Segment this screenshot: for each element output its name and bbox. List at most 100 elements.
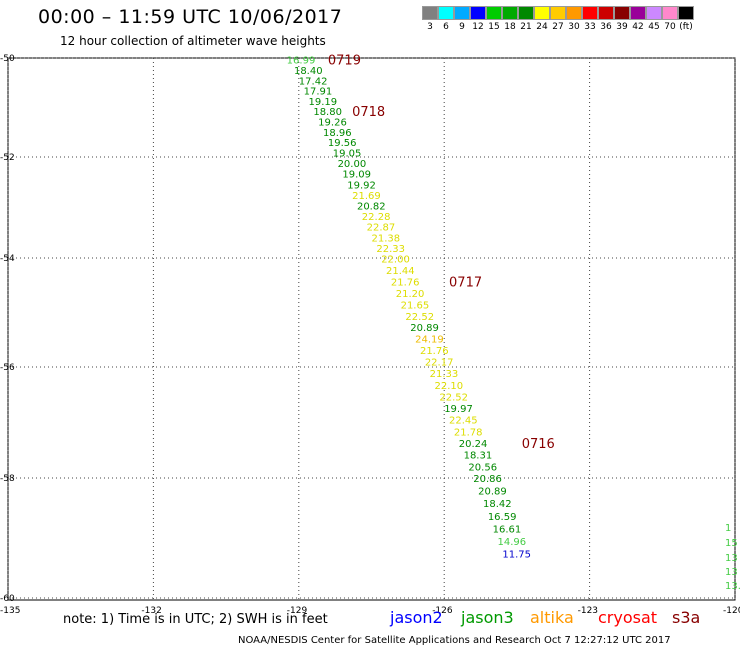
x-tick-label: -123 xyxy=(578,606,598,616)
wave-height-label: 22.17 xyxy=(425,358,454,369)
track-time-label: 0717 xyxy=(449,275,482,290)
color-swatch xyxy=(534,6,550,20)
wave-height-label: 16.99 xyxy=(287,55,316,66)
x-tick-label: -120 xyxy=(723,606,740,616)
wave-height-label: 19.92 xyxy=(347,180,376,191)
color-scale-label: 24 xyxy=(536,22,548,32)
y-tick-label: -56 xyxy=(0,363,15,373)
edge-wave-height-label: 13. xyxy=(725,581,740,592)
color-scale-label: 30 xyxy=(568,22,580,32)
color-swatch xyxy=(646,6,662,20)
color-scale-label: 70 xyxy=(664,22,676,32)
color-swatch xyxy=(502,6,518,20)
footer-note: note: 1) Time is in UTC; 2) SWH is in fe… xyxy=(63,612,328,627)
map-frame xyxy=(7,57,736,601)
satellite-legend-item: jason2 xyxy=(390,608,443,627)
y-tick-label: -50 xyxy=(0,54,15,64)
wave-height-label: 22.52 xyxy=(439,392,468,403)
x-tick-label: -135 xyxy=(0,606,20,616)
wave-height-label: 22.33 xyxy=(376,244,405,255)
color-swatch xyxy=(550,6,566,20)
wave-height-label: 24.19 xyxy=(415,335,444,346)
y-tick-label: -58 xyxy=(0,474,15,484)
edge-wave-height-label: 1 xyxy=(725,523,731,534)
wave-height-label: 21.33 xyxy=(430,369,459,380)
edge-wave-height-label: 13 xyxy=(725,553,738,564)
y-tick-label: -54 xyxy=(0,254,15,264)
x-tick-label: -126 xyxy=(432,606,453,616)
color-scale-label: 3 xyxy=(427,22,433,32)
wave-height-label: 19.09 xyxy=(342,170,371,181)
edge-wave-height-label: 15 xyxy=(725,538,738,549)
color-scale-label: (ft) xyxy=(679,22,693,32)
color-swatch xyxy=(662,6,678,20)
color-swatch xyxy=(598,6,614,20)
wave-height-label: 11.75 xyxy=(502,550,531,561)
wave-height-label: 17.42 xyxy=(299,76,328,87)
wave-height-label: 21.20 xyxy=(396,289,425,300)
edge-wave-height-label: 13 xyxy=(725,567,738,578)
color-scale-label: 42 xyxy=(632,22,644,32)
wave-height-label: 19.19 xyxy=(308,97,337,108)
wave-height-label: 20.00 xyxy=(338,159,367,170)
color-scale-label: 39 xyxy=(616,22,628,32)
wave-height-label: 21.76 xyxy=(420,346,449,357)
color-swatch xyxy=(470,6,486,20)
wave-height-label: 20.24 xyxy=(459,439,488,450)
y-tick-label: -60 xyxy=(0,594,15,604)
wave-height-label: 19.97 xyxy=(444,404,473,415)
color-scale-label: 36 xyxy=(600,22,612,32)
color-scale-label: 15 xyxy=(488,22,500,32)
satellite-legend-item: jason3 xyxy=(461,608,514,627)
color-scale-label: 27 xyxy=(552,22,564,32)
wave-height-label: 18.80 xyxy=(313,107,342,118)
color-scale-label: 33 xyxy=(584,22,596,32)
track-time-label: 0718 xyxy=(352,105,385,120)
color-swatch xyxy=(486,6,502,20)
color-scale-legend: 3 6 9 12 15 18 21 24 27 30 33 36 39 42 45 70 (ft) xyxy=(422,6,694,32)
wave-height-label: 18.40 xyxy=(294,66,323,77)
x-tick-label: -129 xyxy=(287,606,308,616)
wave-height-label: 20.86 xyxy=(473,474,502,485)
y-tick-label: -52 xyxy=(0,153,15,163)
color-scale-label: 21 xyxy=(520,22,532,32)
satellite-legend-item: cryosat xyxy=(598,608,658,627)
color-scale-label: 45 xyxy=(648,22,660,32)
wave-height-label: 18.96 xyxy=(323,128,352,139)
wave-height-label: 18.42 xyxy=(483,499,512,510)
color-swatch xyxy=(614,6,630,20)
wave-height-label: 22.10 xyxy=(435,381,464,392)
color-scale-label: 12 xyxy=(472,22,484,32)
wave-height-label: 21.38 xyxy=(372,233,401,244)
wave-height-label: 20.82 xyxy=(357,201,386,212)
satellite-legend-item: s3a xyxy=(672,608,701,627)
wave-height-label: 19.05 xyxy=(333,149,362,160)
color-swatch xyxy=(518,6,534,20)
color-scale-label: 18 xyxy=(504,22,516,32)
color-swatch xyxy=(566,6,582,20)
wave-height-label: 20.89 xyxy=(478,487,507,498)
color-swatch xyxy=(454,6,470,20)
track-time-label: 0719 xyxy=(328,53,361,68)
x-tick-label: -132 xyxy=(141,606,161,616)
color-swatch xyxy=(422,6,438,20)
color-swatch xyxy=(630,6,646,20)
wave-height-label: 22.52 xyxy=(405,312,434,323)
wave-height-label: 19.56 xyxy=(328,138,357,149)
wave-height-label: 16.61 xyxy=(493,524,522,535)
color-swatch xyxy=(438,6,454,20)
wave-height-label: 21.44 xyxy=(386,266,415,277)
wave-height-label: 19.26 xyxy=(318,117,347,128)
wave-height-label: 21.65 xyxy=(401,300,430,311)
wave-height-label: 21.76 xyxy=(391,277,420,288)
wave-height-label: 22.87 xyxy=(367,223,396,234)
satellite-legend-item: altika xyxy=(530,608,574,627)
color-swatch xyxy=(582,6,598,20)
wave-height-label: 22.45 xyxy=(449,416,478,427)
page-title: 00:00 – 11:59 UTC 10/06/2017 xyxy=(38,6,343,28)
color-swatch xyxy=(678,6,694,20)
track-time-label: 0716 xyxy=(522,437,555,452)
color-scale-labels: 3 6 9 12 15 18 21 24 27 30 33 36 39 42 45 70 (ft) xyxy=(422,22,694,32)
